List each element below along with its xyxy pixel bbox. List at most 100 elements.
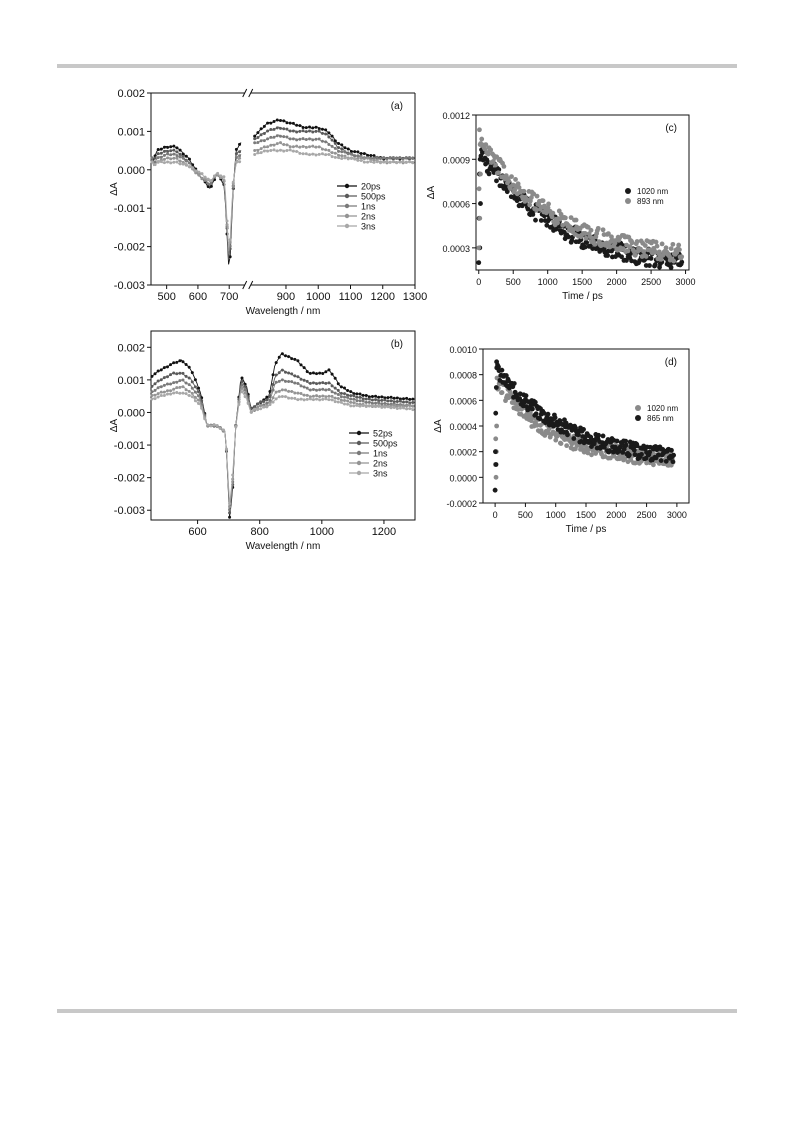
data-point	[209, 182, 213, 186]
data-point	[275, 126, 279, 130]
data-point	[670, 459, 676, 465]
data-point	[391, 160, 395, 164]
data-point	[262, 139, 266, 143]
y-tick-label: 0.0004	[449, 422, 477, 432]
data-point	[553, 437, 559, 443]
data-point	[370, 395, 374, 399]
data-point	[366, 153, 370, 157]
data-point	[287, 396, 291, 400]
data-point	[280, 395, 284, 399]
data-point	[478, 171, 483, 177]
data-point	[349, 156, 353, 160]
data-point	[324, 397, 328, 401]
data-point	[330, 134, 334, 138]
data-point	[333, 386, 337, 390]
data-point	[386, 402, 390, 406]
data-point	[477, 215, 483, 221]
data-point	[571, 436, 577, 441]
data-point	[570, 227, 576, 232]
data-point	[327, 131, 331, 135]
data-point	[402, 397, 406, 401]
data-point	[330, 398, 334, 402]
data-point	[600, 433, 606, 439]
y-tick-label: 0.002	[117, 342, 145, 354]
data-point	[538, 218, 544, 223]
data-point	[200, 406, 204, 410]
data-point	[330, 138, 334, 142]
data-point	[256, 148, 260, 152]
data-point	[333, 146, 337, 150]
data-point	[200, 176, 204, 180]
data-point	[486, 171, 492, 177]
data-point	[256, 408, 260, 412]
data-point	[392, 400, 396, 404]
data-point	[277, 395, 281, 399]
data-point	[302, 385, 306, 389]
x-tick-label: 800	[251, 526, 269, 538]
data-point	[282, 142, 286, 146]
data-point	[380, 405, 384, 409]
data-point	[259, 151, 263, 155]
data-point	[259, 127, 263, 131]
data-point	[576, 432, 581, 438]
data-point	[639, 451, 644, 457]
data-point	[162, 376, 166, 380]
data-point	[184, 381, 188, 385]
data-point	[336, 382, 340, 386]
data-point	[317, 129, 321, 133]
data-point	[172, 381, 176, 385]
data-point	[193, 399, 197, 403]
y-tick-label: -0.003	[114, 505, 145, 517]
data-point	[234, 160, 238, 164]
legend-label: 3ns	[373, 469, 388, 479]
data-point	[175, 156, 179, 160]
y-tick-label: 0.0002	[449, 448, 477, 458]
data-point	[305, 370, 309, 374]
data-point	[184, 163, 188, 167]
data-point	[327, 394, 331, 398]
data-point	[349, 150, 353, 154]
data-point	[178, 379, 182, 383]
data-point	[337, 149, 341, 153]
data-point	[552, 415, 558, 421]
data-point	[398, 156, 402, 160]
data-point	[269, 121, 273, 125]
data-point	[238, 142, 242, 146]
data-point	[476, 260, 482, 266]
data-point	[330, 144, 334, 148]
data-point	[283, 354, 287, 358]
data-point	[320, 139, 324, 143]
data-point	[383, 405, 387, 409]
data-point	[272, 135, 276, 139]
data-point	[493, 162, 499, 168]
data-point	[166, 152, 170, 156]
data-point	[187, 389, 191, 393]
axis-break-top	[242, 88, 254, 98]
data-point	[275, 149, 279, 153]
data-point	[527, 202, 533, 208]
data-point	[320, 147, 324, 151]
data-point	[283, 395, 287, 399]
x-tick-label: 2500	[641, 277, 661, 287]
data-point	[298, 124, 302, 128]
data-point	[362, 152, 366, 156]
data-point	[172, 391, 176, 395]
data-point	[374, 401, 378, 405]
data-point	[153, 156, 157, 160]
data-point	[237, 403, 241, 407]
data-point	[178, 159, 182, 163]
data-point	[550, 210, 556, 216]
data-point	[296, 359, 300, 363]
data-point	[318, 388, 322, 392]
data-point	[631, 447, 637, 453]
legend-label: 2ns	[361, 212, 376, 222]
data-point	[282, 119, 286, 123]
data-point	[287, 355, 291, 359]
x-tick-label: 900	[277, 291, 295, 303]
data-point	[528, 418, 534, 424]
data-point	[271, 383, 275, 387]
data-point	[343, 150, 347, 154]
data-point	[369, 159, 373, 163]
data-point	[374, 394, 378, 398]
